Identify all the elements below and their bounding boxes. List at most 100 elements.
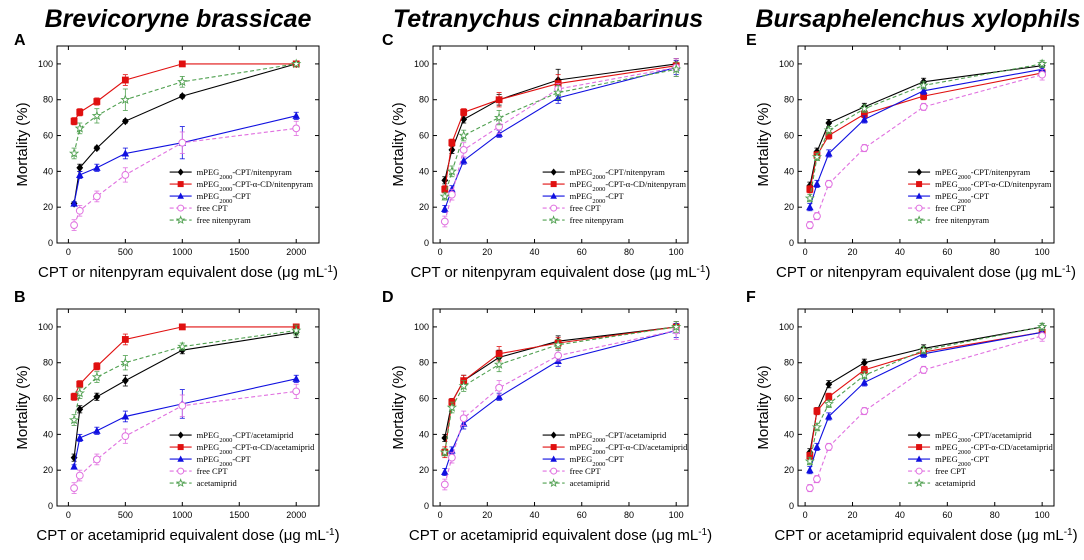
y-tick-label: 20 <box>784 202 794 212</box>
legend-label: mPEG2000-CPT <box>570 191 625 205</box>
legend-label: free nitenpyram <box>197 215 251 225</box>
y-tick-label: 0 <box>424 501 429 511</box>
y-tick-label: 60 <box>43 131 53 141</box>
series-line <box>444 329 677 485</box>
data-point <box>860 144 869 152</box>
y-axis-label: Mortality (%) <box>755 102 772 186</box>
legend-marker <box>550 467 558 475</box>
data-point <box>460 108 468 116</box>
data-point <box>93 426 101 434</box>
data-point <box>825 149 833 157</box>
legend-label: free CPT <box>197 203 229 213</box>
data-point <box>76 433 84 442</box>
data-point <box>1037 58 1048 69</box>
legend: mPEG2000-CPT/acetamipridmPEG2000-CPT-α-C… <box>542 430 688 488</box>
y-axis-label: Mortality (%) <box>390 365 407 449</box>
y-tick-label: 20 <box>784 465 794 475</box>
y-tick-label: 0 <box>48 501 53 511</box>
data-point <box>121 376 129 385</box>
legend-label: mPEG2000-CPT-α-CD/nitenpyram <box>570 179 687 193</box>
data-point <box>93 362 101 370</box>
x-tick-label: 80 <box>990 510 1000 520</box>
data-point <box>178 60 186 68</box>
panel-d: D 0 20 40 60 80 100 0 20 40 60 80 100 CPT or acetamip… <box>382 289 712 544</box>
x-tick-label: 1500 <box>229 510 249 520</box>
series-line <box>73 63 297 122</box>
series-red <box>70 60 300 126</box>
series-green <box>439 321 682 457</box>
series-line <box>73 390 297 489</box>
data-point <box>441 185 449 193</box>
data-point <box>178 401 187 410</box>
data-point <box>553 339 564 350</box>
legend-label: free CPT <box>197 466 229 476</box>
x-tick-label: 40 <box>530 247 540 257</box>
data-point <box>1038 331 1047 340</box>
series-line <box>73 127 297 226</box>
legend-label: free CPT <box>935 203 967 213</box>
x-tick-label: 40 <box>895 247 905 257</box>
data-point <box>76 405 84 414</box>
x-tick-label: 60 <box>577 510 587 520</box>
data-point <box>70 221 78 229</box>
data-point <box>806 452 814 460</box>
y-tick-label: 100 <box>779 322 794 332</box>
data-point <box>292 374 300 382</box>
x-tick-label: 20 <box>848 247 858 257</box>
y-tick-label: 40 <box>43 429 53 439</box>
data-point <box>70 462 78 470</box>
data-point <box>92 192 101 201</box>
panel-f: F 0 20 40 60 80 100 0 20 40 60 80 100 CPT or acetamip… <box>746 289 1078 544</box>
series-green <box>804 321 1048 466</box>
series-line <box>809 335 1043 489</box>
x-tick-label: 500 <box>118 510 133 520</box>
x-tick-label: 2000 <box>286 510 306 520</box>
legend-label: mPEG2000-CPT-α-CD/acetamiprid <box>570 442 688 456</box>
series-line <box>444 63 677 181</box>
data-point <box>919 365 928 374</box>
series-line <box>444 65 677 190</box>
series-line <box>73 378 297 467</box>
y-tick-label: 20 <box>43 465 53 475</box>
data-point <box>178 92 186 101</box>
data-point <box>1038 70 1047 79</box>
y-tick-label: 40 <box>419 429 429 439</box>
x-axis-label: CPT or acetamiprid equivalent dose (μg m… <box>774 527 1077 545</box>
panel-letter: B <box>14 289 26 306</box>
data-point <box>1037 321 1048 332</box>
y-axis-label: Mortality (%) <box>14 102 31 186</box>
data-point <box>439 191 450 201</box>
data-point <box>70 117 78 125</box>
data-point <box>823 398 834 409</box>
x-tick-label: 20 <box>482 247 492 257</box>
data-point <box>811 151 823 162</box>
data-point <box>1038 65 1046 73</box>
y-tick-label: 40 <box>784 166 794 176</box>
x-tick-label: 2000 <box>286 247 306 257</box>
x-axis-label: CPT or nitenpyram equivalent dose (μg mL… <box>776 264 1076 282</box>
data-point <box>919 102 928 111</box>
x-tick-label: 0 <box>803 510 808 520</box>
legend-marker <box>550 168 557 176</box>
legend-marker <box>175 478 186 488</box>
y-tick-label: 60 <box>419 394 429 404</box>
data-point <box>120 357 131 368</box>
data-point <box>495 96 503 104</box>
legend-label: free CPT <box>935 466 967 476</box>
y-tick-label: 60 <box>43 394 53 404</box>
data-point <box>446 402 458 412</box>
data-point <box>448 139 456 147</box>
panel-letter: C <box>382 32 394 49</box>
data-point <box>920 92 928 100</box>
y-tick-label: 80 <box>419 95 429 105</box>
legend-marker <box>550 192 557 199</box>
legend-marker <box>550 204 558 212</box>
data-point <box>74 123 85 133</box>
data-point <box>806 203 814 211</box>
data-point <box>93 163 101 171</box>
series-green <box>439 61 682 201</box>
data-point <box>825 380 833 389</box>
legend-marker <box>550 455 557 462</box>
data-point <box>447 190 456 199</box>
